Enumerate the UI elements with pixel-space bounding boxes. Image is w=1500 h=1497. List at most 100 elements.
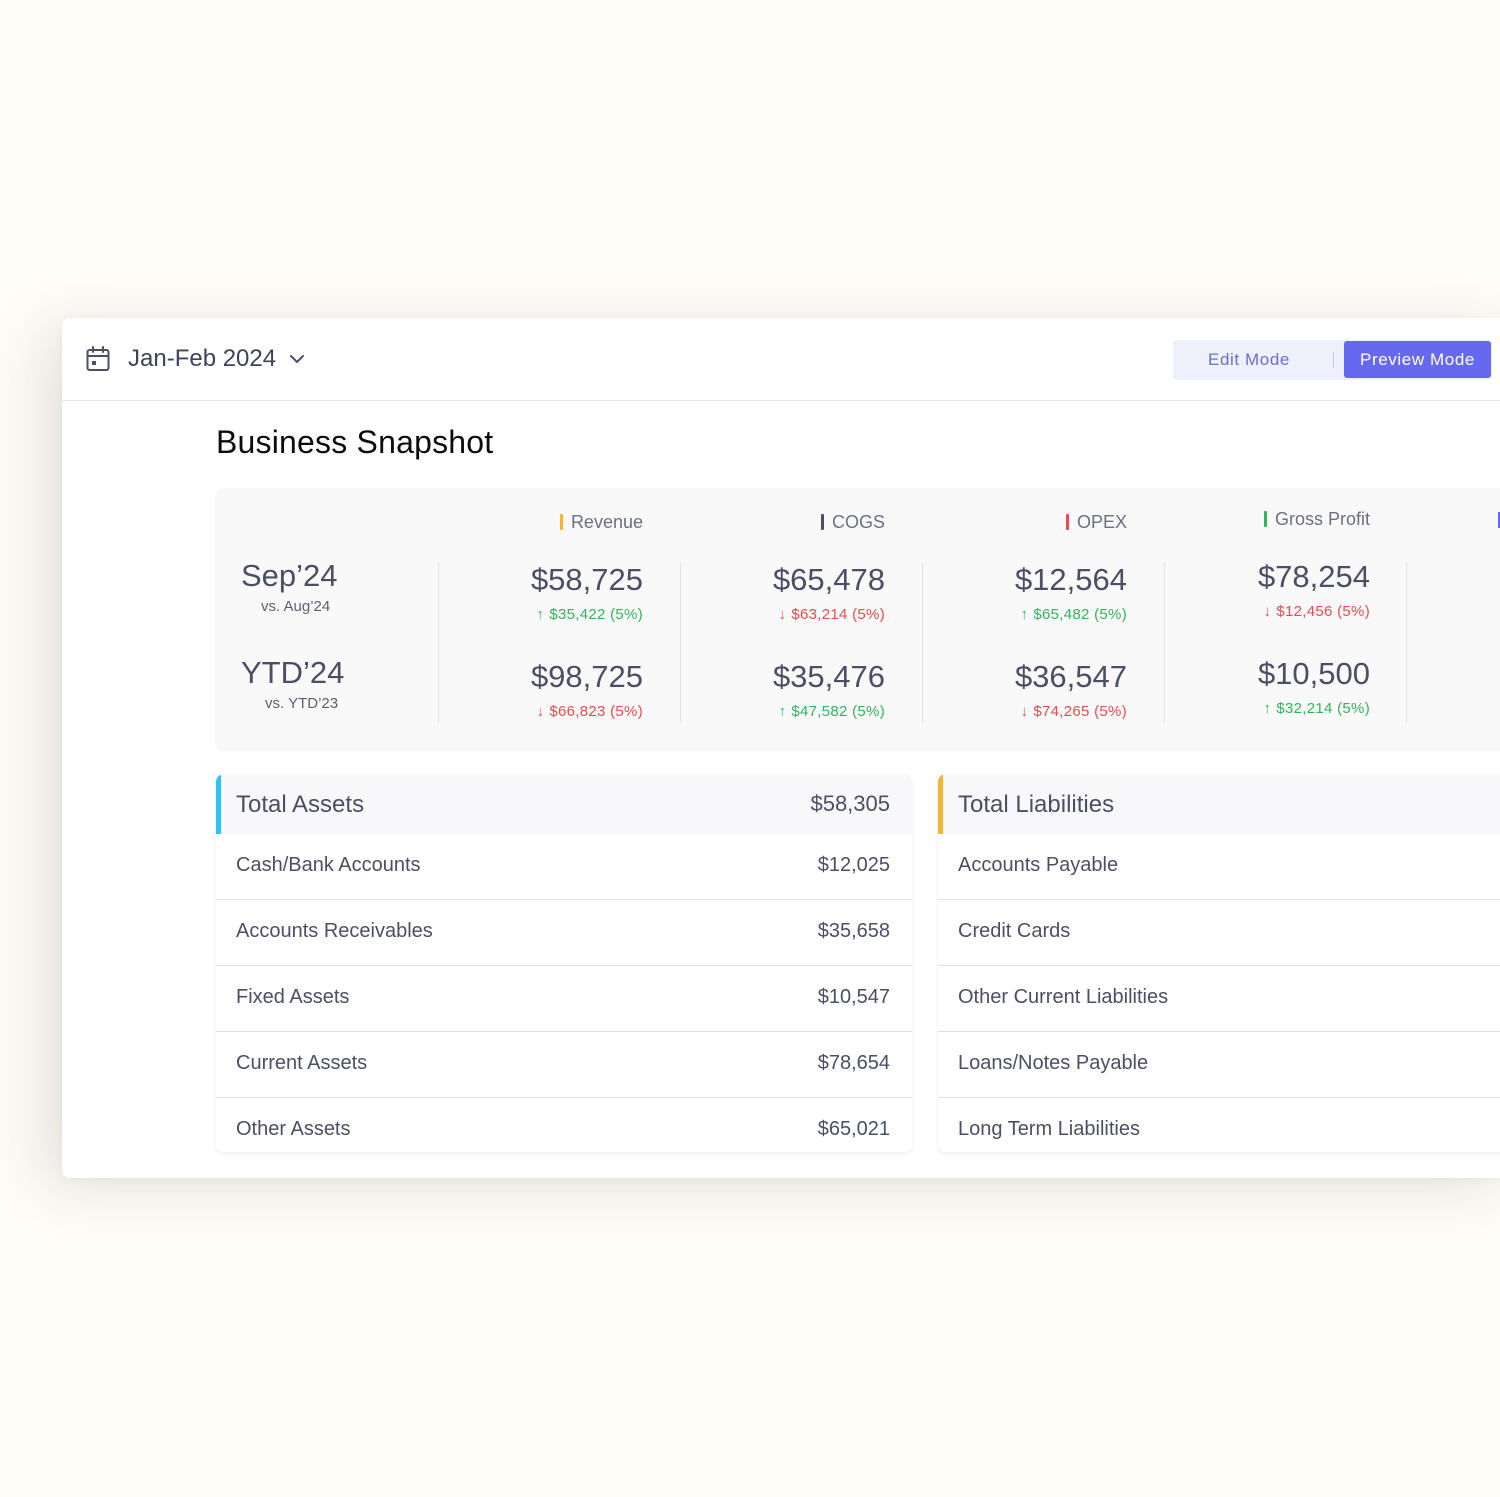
arrow-up-icon: ↑ [1263, 700, 1272, 717]
metric-change: ↓ $74,265 (5%) [1015, 703, 1127, 720]
arrow-up-icon: ↑ [536, 606, 545, 623]
table-row[interactable]: Cash/Bank Accounts $12,025 [216, 834, 912, 900]
liabilities-title: Total Liabilities [958, 791, 1115, 818]
column-header-gross-profit: Gross Profit [1263, 509, 1370, 530]
arrow-down-icon: ↓ [1263, 603, 1272, 620]
row-value: $78,654 [817, 1052, 890, 1074]
table-row[interactable]: Current Assets $78,654 [216, 1032, 912, 1098]
metric-cogs-ytd: $35,476 ↑ $47,582 (5%) [773, 659, 885, 720]
metric-value: $36,547 [1014, 659, 1127, 694]
metric-change: ↓ $63,214 (5%) [773, 606, 885, 623]
column-divider [922, 563, 923, 723]
arrow-up-icon: ↑ [778, 703, 787, 720]
row-label: Long Term Liabilities [958, 1118, 1140, 1140]
row-label: Credit Cards [958, 920, 1071, 942]
chevron-down-icon[interactable] [288, 350, 306, 368]
row-label: Fixed Assets [236, 986, 350, 1008]
metric-value: $58,725 [530, 562, 643, 597]
next-column-color-marker [1498, 512, 1500, 528]
column-divider [438, 563, 439, 723]
metric-opex-current: $12,564 ↑ $65,482 (5%) [1015, 562, 1127, 623]
calendar-icon[interactable] [86, 346, 110, 372]
column-header-label: Revenue [570, 512, 643, 532]
metric-change-value: $74,265 (5%) [1033, 703, 1127, 720]
arrow-down-icon: ↓ [536, 703, 545, 720]
column-header-revenue: Revenue [559, 512, 643, 533]
assets-total: $58,305 [810, 791, 890, 816]
row-label: Current Assets [236, 1052, 368, 1074]
edit-mode-button[interactable]: Edit Mode [1208, 350, 1290, 369]
row-value: $35,658 [817, 920, 890, 942]
preview-mode-button[interactable]: Preview Mode [1344, 341, 1491, 378]
mode-divider [1333, 352, 1334, 368]
metric-cogs-current: $65,478 ↓ $63,214 (5%) [773, 562, 885, 623]
metric-change-value: $66,823 (5%) [549, 703, 643, 720]
metric-change: ↓ $12,456 (5%) [1258, 603, 1370, 620]
period-label: YTD’24 [241, 655, 345, 690]
row-label: Loans/Notes Payable [958, 1052, 1149, 1074]
column-divider [1406, 563, 1407, 723]
row-label: Cash/Bank Accounts [236, 854, 421, 876]
metric-opex-ytd: $36,547 ↓ $74,265 (5%) [1015, 659, 1127, 720]
metric-value: $65,478 [772, 562, 885, 597]
metric-change-value: $35,422 (5%) [549, 606, 643, 623]
table-row[interactable]: Accounts Payable [938, 834, 1500, 900]
metric-change-value: $12,456 (5%) [1276, 603, 1370, 620]
metric-revenue-current: $58,725 ↑ $35,422 (5%) [531, 562, 643, 623]
table-row[interactable]: Credit Cards [938, 900, 1500, 966]
gross-profit-color-marker [1263, 511, 1267, 527]
period-comparison: vs. Aug’24 [261, 598, 331, 615]
arrow-up-icon: ↑ [1020, 606, 1029, 623]
arrow-down-icon: ↓ [778, 606, 787, 623]
table-row[interactable]: Accounts Receivables $35,658 [216, 900, 912, 966]
date-range-selector[interactable]: Jan-Feb 2024 [128, 345, 277, 372]
period-current: Sep’24 vs. Aug’24 [241, 558, 338, 615]
liabilities-accent-bar [938, 774, 943, 834]
table-row[interactable]: Long Term Liabilities [938, 1098, 1500, 1152]
metric-gross-profit-current: $78,254 ↓ $12,456 (5%) [1258, 559, 1370, 620]
metric-value: $78,254 [1257, 559, 1370, 594]
metric-change: ↑ $47,582 (5%) [773, 703, 885, 720]
metric-change-value: $63,214 (5%) [791, 606, 885, 623]
metric-value: $98,725 [530, 659, 643, 694]
metric-change: ↑ $32,214 (5%) [1258, 700, 1370, 717]
table-row[interactable]: Loans/Notes Payable [938, 1032, 1500, 1098]
period-ytd: YTD’24 vs. YTD’23 [241, 655, 344, 712]
assets-accent-bar [216, 774, 221, 834]
metric-value: $35,476 [772, 659, 885, 694]
revenue-color-marker [559, 514, 563, 530]
metric-change-value: $47,582 (5%) [791, 703, 885, 720]
page-title: Business Snapshot [216, 424, 494, 460]
table-row[interactable]: Other Assets $65,021 [216, 1098, 912, 1152]
assets-table-header: Total Assets $58,305 [216, 774, 912, 834]
row-label: Accounts Receivables [236, 920, 433, 942]
row-label: Other Assets [236, 1118, 351, 1140]
mode-toggle: Edit Mode Preview Mode [1173, 340, 1492, 380]
liabilities-table-header: Total Liabilities [938, 774, 1500, 834]
row-value: $65,021 [817, 1118, 890, 1140]
column-header-cogs: COGS [820, 512, 885, 533]
metric-value: $12,564 [1014, 562, 1127, 597]
column-header-opex: OPEX [1065, 512, 1127, 533]
opex-color-marker [1065, 514, 1069, 530]
cogs-color-marker [820, 514, 824, 530]
period-comparison: vs. YTD’23 [265, 695, 339, 712]
metric-change-value: $32,214 (5%) [1276, 700, 1370, 717]
app-window: Jan-Feb 2024 Edit Mode Preview Mode Busi… [62, 318, 1500, 1178]
metric-change-value: $65,482 (5%) [1033, 606, 1127, 623]
metric-change: ↑ $35,422 (5%) [531, 606, 643, 623]
assets-table: Total Assets $58,305 Cash/Bank Accounts … [216, 774, 912, 1152]
table-row[interactable]: Fixed Assets $10,547 [216, 966, 912, 1032]
top-bar: Jan-Feb 2024 Edit Mode Preview Mode [62, 318, 1500, 401]
row-label: Accounts Payable [958, 854, 1119, 876]
metric-revenue-ytd: $98,725 ↓ $66,823 (5%) [531, 659, 643, 720]
assets-title: Total Assets [236, 791, 365, 818]
column-header-label: Gross Profit [1274, 509, 1370, 529]
metric-change: ↑ $65,482 (5%) [1015, 606, 1127, 623]
period-label: Sep’24 [241, 558, 338, 593]
column-header-label: OPEX [1076, 512, 1127, 532]
metric-change: ↓ $66,823 (5%) [531, 703, 643, 720]
arrow-down-icon: ↓ [1020, 703, 1029, 720]
table-row[interactable]: Other Current Liabilities [938, 966, 1500, 1032]
metric-value: $10,500 [1257, 656, 1370, 691]
